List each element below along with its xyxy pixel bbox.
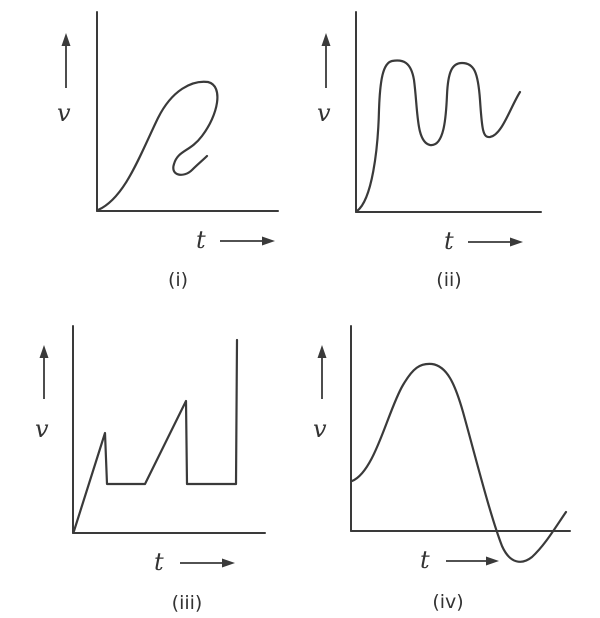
panel-ii-y-axis-label: v (317, 99, 331, 127)
panel-iv-y-arrow (317, 345, 327, 399)
panel-iii-velocity-curve (72, 338, 239, 533)
panel-iii-x-arrow (180, 558, 235, 568)
panel-iii: v t (iii) (35, 325, 266, 614)
panel-iv: v t (iv) (313, 325, 571, 613)
panel-iv-x-arrow (446, 556, 499, 566)
panel-iii-y-axis-label: v (35, 415, 49, 443)
panel-iii-x-axis-label: t (154, 548, 164, 576)
panel-i-y-axis-label: v (57, 99, 71, 127)
panel-ii-caption: (ii) (436, 269, 461, 291)
panel-iii-caption: (iii) (172, 592, 203, 614)
panel-ii-x-axis-label: t (444, 227, 454, 255)
panel-ii-velocity-curve (355, 59, 522, 213)
panel-i-y-arrow (61, 33, 71, 88)
panel-iv-caption: (iv) (432, 591, 463, 613)
panel-i-x-arrow (220, 236, 275, 246)
panel-iii-y-arrow (39, 345, 49, 399)
panel-ii-x-arrow (468, 237, 523, 247)
panel-ii: v t (ii) (317, 11, 542, 291)
panel-iv-y-axis-label: v (313, 415, 327, 443)
panel-i-x-axis-label: t (196, 226, 206, 254)
panel-ii-y-arrow (321, 33, 331, 88)
panel-i-caption: (i) (168, 269, 188, 291)
panel-iv-x-axis-label: t (420, 546, 430, 574)
panel-i-velocity-curve (96, 80, 219, 212)
panel-i: v t (i) (57, 11, 279, 291)
panel-iv-velocity-curve (350, 362, 568, 563)
